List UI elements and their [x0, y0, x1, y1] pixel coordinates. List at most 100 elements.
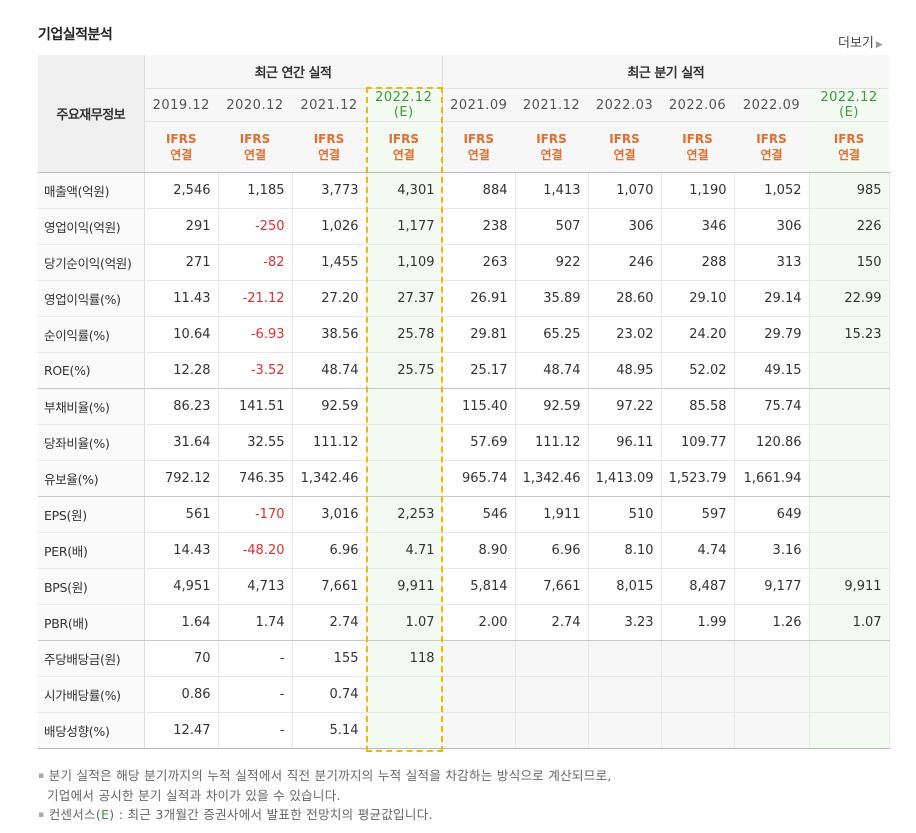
row-label: 부채비율(%)	[38, 388, 145, 425]
table-cell: 2.74	[292, 604, 367, 641]
table-cell	[588, 712, 662, 749]
ifrs-label: IFRS 연결	[218, 121, 292, 173]
table-cell: 1,052	[734, 172, 810, 209]
table-cell	[441, 640, 516, 677]
row-label: 배당성향(%)	[38, 712, 145, 749]
ifrs-header-row: IFRS 연결 IFRS 연결 IFRS 연결 IFRS 연결 IFRS 연결 IFRS 연결 IFRS…	[38, 121, 890, 173]
table-cell	[809, 388, 890, 425]
table-cell: -48.20	[218, 532, 293, 569]
table-cell: 4,713	[218, 568, 293, 605]
table-cell: 52.02	[661, 352, 735, 389]
table-cell: 97.22	[588, 388, 662, 425]
ifrs-label: IFRS 연결	[441, 121, 515, 173]
ifrs-label: IFRS 연결	[588, 121, 661, 173]
row-label: 당기순이익(억원)	[38, 244, 145, 281]
table-cell: -	[218, 640, 293, 677]
table-cell: 23.02	[588, 316, 662, 353]
table-cell: 12.28	[144, 352, 219, 389]
table-row: 시가배당률(%) 0.86-0.74	[38, 676, 890, 713]
more-link[interactable]: 더보기 ▶	[838, 32, 883, 51]
table-cell: 291	[144, 208, 219, 245]
table-cell: 2,253	[366, 496, 443, 533]
table-cell: 24.20	[661, 316, 735, 353]
table-cell	[809, 352, 890, 389]
table-cell: 2,546	[144, 172, 219, 209]
row-label: 시가배당률(%)	[38, 676, 145, 713]
row-label: 유보율(%)	[38, 460, 145, 497]
ifrs-label: IFRS 연결	[734, 121, 809, 173]
table-cell: 0.86	[144, 676, 219, 713]
table-cell	[366, 712, 443, 749]
table-cell	[809, 676, 890, 713]
section-title: 기업실적분석	[38, 27, 113, 43]
period-header-2019.12-y: 2019.12	[144, 88, 218, 122]
table-cell: 75.74	[734, 388, 810, 425]
table-cell: 49.15	[734, 352, 810, 389]
table-cell: -3.52	[218, 352, 293, 389]
ifrs-label: IFRS 연결	[515, 121, 588, 173]
table-cell: 25.78	[366, 316, 443, 353]
table-cell: -170	[218, 496, 293, 533]
table-cell: 27.37	[366, 280, 443, 317]
row-label: 주당배당금(원)	[38, 640, 145, 677]
table-cell	[366, 676, 443, 713]
table-cell	[588, 676, 662, 713]
table-cell: 2.00	[441, 604, 516, 641]
row-label: 영업이익(억원)	[38, 208, 145, 245]
table-cell: 1,342.46	[292, 460, 367, 497]
table-cell: 3,773	[292, 172, 367, 209]
table-cell: 57.69	[441, 424, 516, 461]
table-cell: 86.23	[144, 388, 219, 425]
table-cell: -82	[218, 244, 293, 281]
table-cell: 5.14	[292, 712, 367, 749]
table-cell	[661, 676, 735, 713]
ifrs-label: IFRS 연결	[144, 121, 218, 173]
table-cell	[366, 460, 443, 497]
footnote-1-cont: 기업에서 공시한 분기 실적과 차이가 있을 수 있습니다.	[47, 788, 341, 803]
table-cell: 1,911	[515, 496, 589, 533]
table-cell: 884	[441, 172, 516, 209]
table-cell: 1.07	[366, 604, 443, 641]
table-cell: 7,661	[292, 568, 367, 605]
table-cell	[734, 712, 810, 749]
table-cell: 1,342.46	[515, 460, 589, 497]
table-cell: 65.25	[515, 316, 589, 353]
row-label: 영업이익률(%)	[38, 280, 145, 317]
table-cell: 120.86	[734, 424, 810, 461]
table-row: 주당배당금(원) 70-155 118	[38, 640, 890, 677]
table-cell: 35.89	[515, 280, 589, 317]
table-cell: 9,911	[809, 568, 890, 605]
table-cell: 48.74	[515, 352, 589, 389]
ifrs-label: IFRS 연결	[661, 121, 734, 173]
row-label: EPS(원)	[38, 496, 145, 533]
table-cell: 2.74	[515, 604, 589, 641]
table-row: 영업이익률(%) 11.43 -21.12 27.20 27.37 26.91 35.89 2…	[38, 280, 890, 317]
table-cell: 111.12	[515, 424, 589, 461]
table-cell: 306	[734, 208, 810, 245]
ifrs-label: IFRS 연결	[292, 121, 366, 173]
table-cell: -21.12	[218, 280, 293, 317]
table-row: 유보율(%) 792.12 746.35 1,342.46 965.74 1,342.46…	[38, 460, 890, 497]
table-cell: 510	[588, 496, 662, 533]
period-header-2022.06-q: 2022.06	[661, 88, 734, 122]
footnote-2: ▪ 컨센서스(E) : 최근 3개월간 증권사에서 발표한 전망치의 평균값입니…	[38, 807, 433, 822]
table-cell: 985	[809, 172, 890, 209]
table-cell: -6.93	[218, 316, 293, 353]
table-cell: 1,109	[366, 244, 443, 281]
table-cell: 922	[515, 244, 589, 281]
table-cell: 0.74	[292, 676, 367, 713]
table-cell: 1.07	[809, 604, 890, 641]
footnote-1: ▪ 분기 실적은 해당 분기까지의 누적 실적에서 직전 분기까지의 누적 실적…	[38, 768, 612, 783]
row-label: 순이익률(%)	[38, 316, 145, 353]
label-header: 주요재무정보	[38, 55, 145, 173]
table-cell: 1.74	[218, 604, 293, 641]
table-cell: 11.43	[144, 280, 219, 317]
table-cell: 965.74	[441, 460, 516, 497]
table-row: BPS(원) 4,951 4,713 7,661 9,911 5,814 7,661 8,01…	[38, 568, 890, 605]
table-cell	[515, 712, 589, 749]
table-cell: 1,523.79	[661, 460, 735, 497]
table-cell: 92.59	[292, 388, 367, 425]
table-cell: 8.90	[441, 532, 516, 569]
table-cell: 5,814	[441, 568, 516, 605]
table-cell: 9,177	[734, 568, 810, 605]
